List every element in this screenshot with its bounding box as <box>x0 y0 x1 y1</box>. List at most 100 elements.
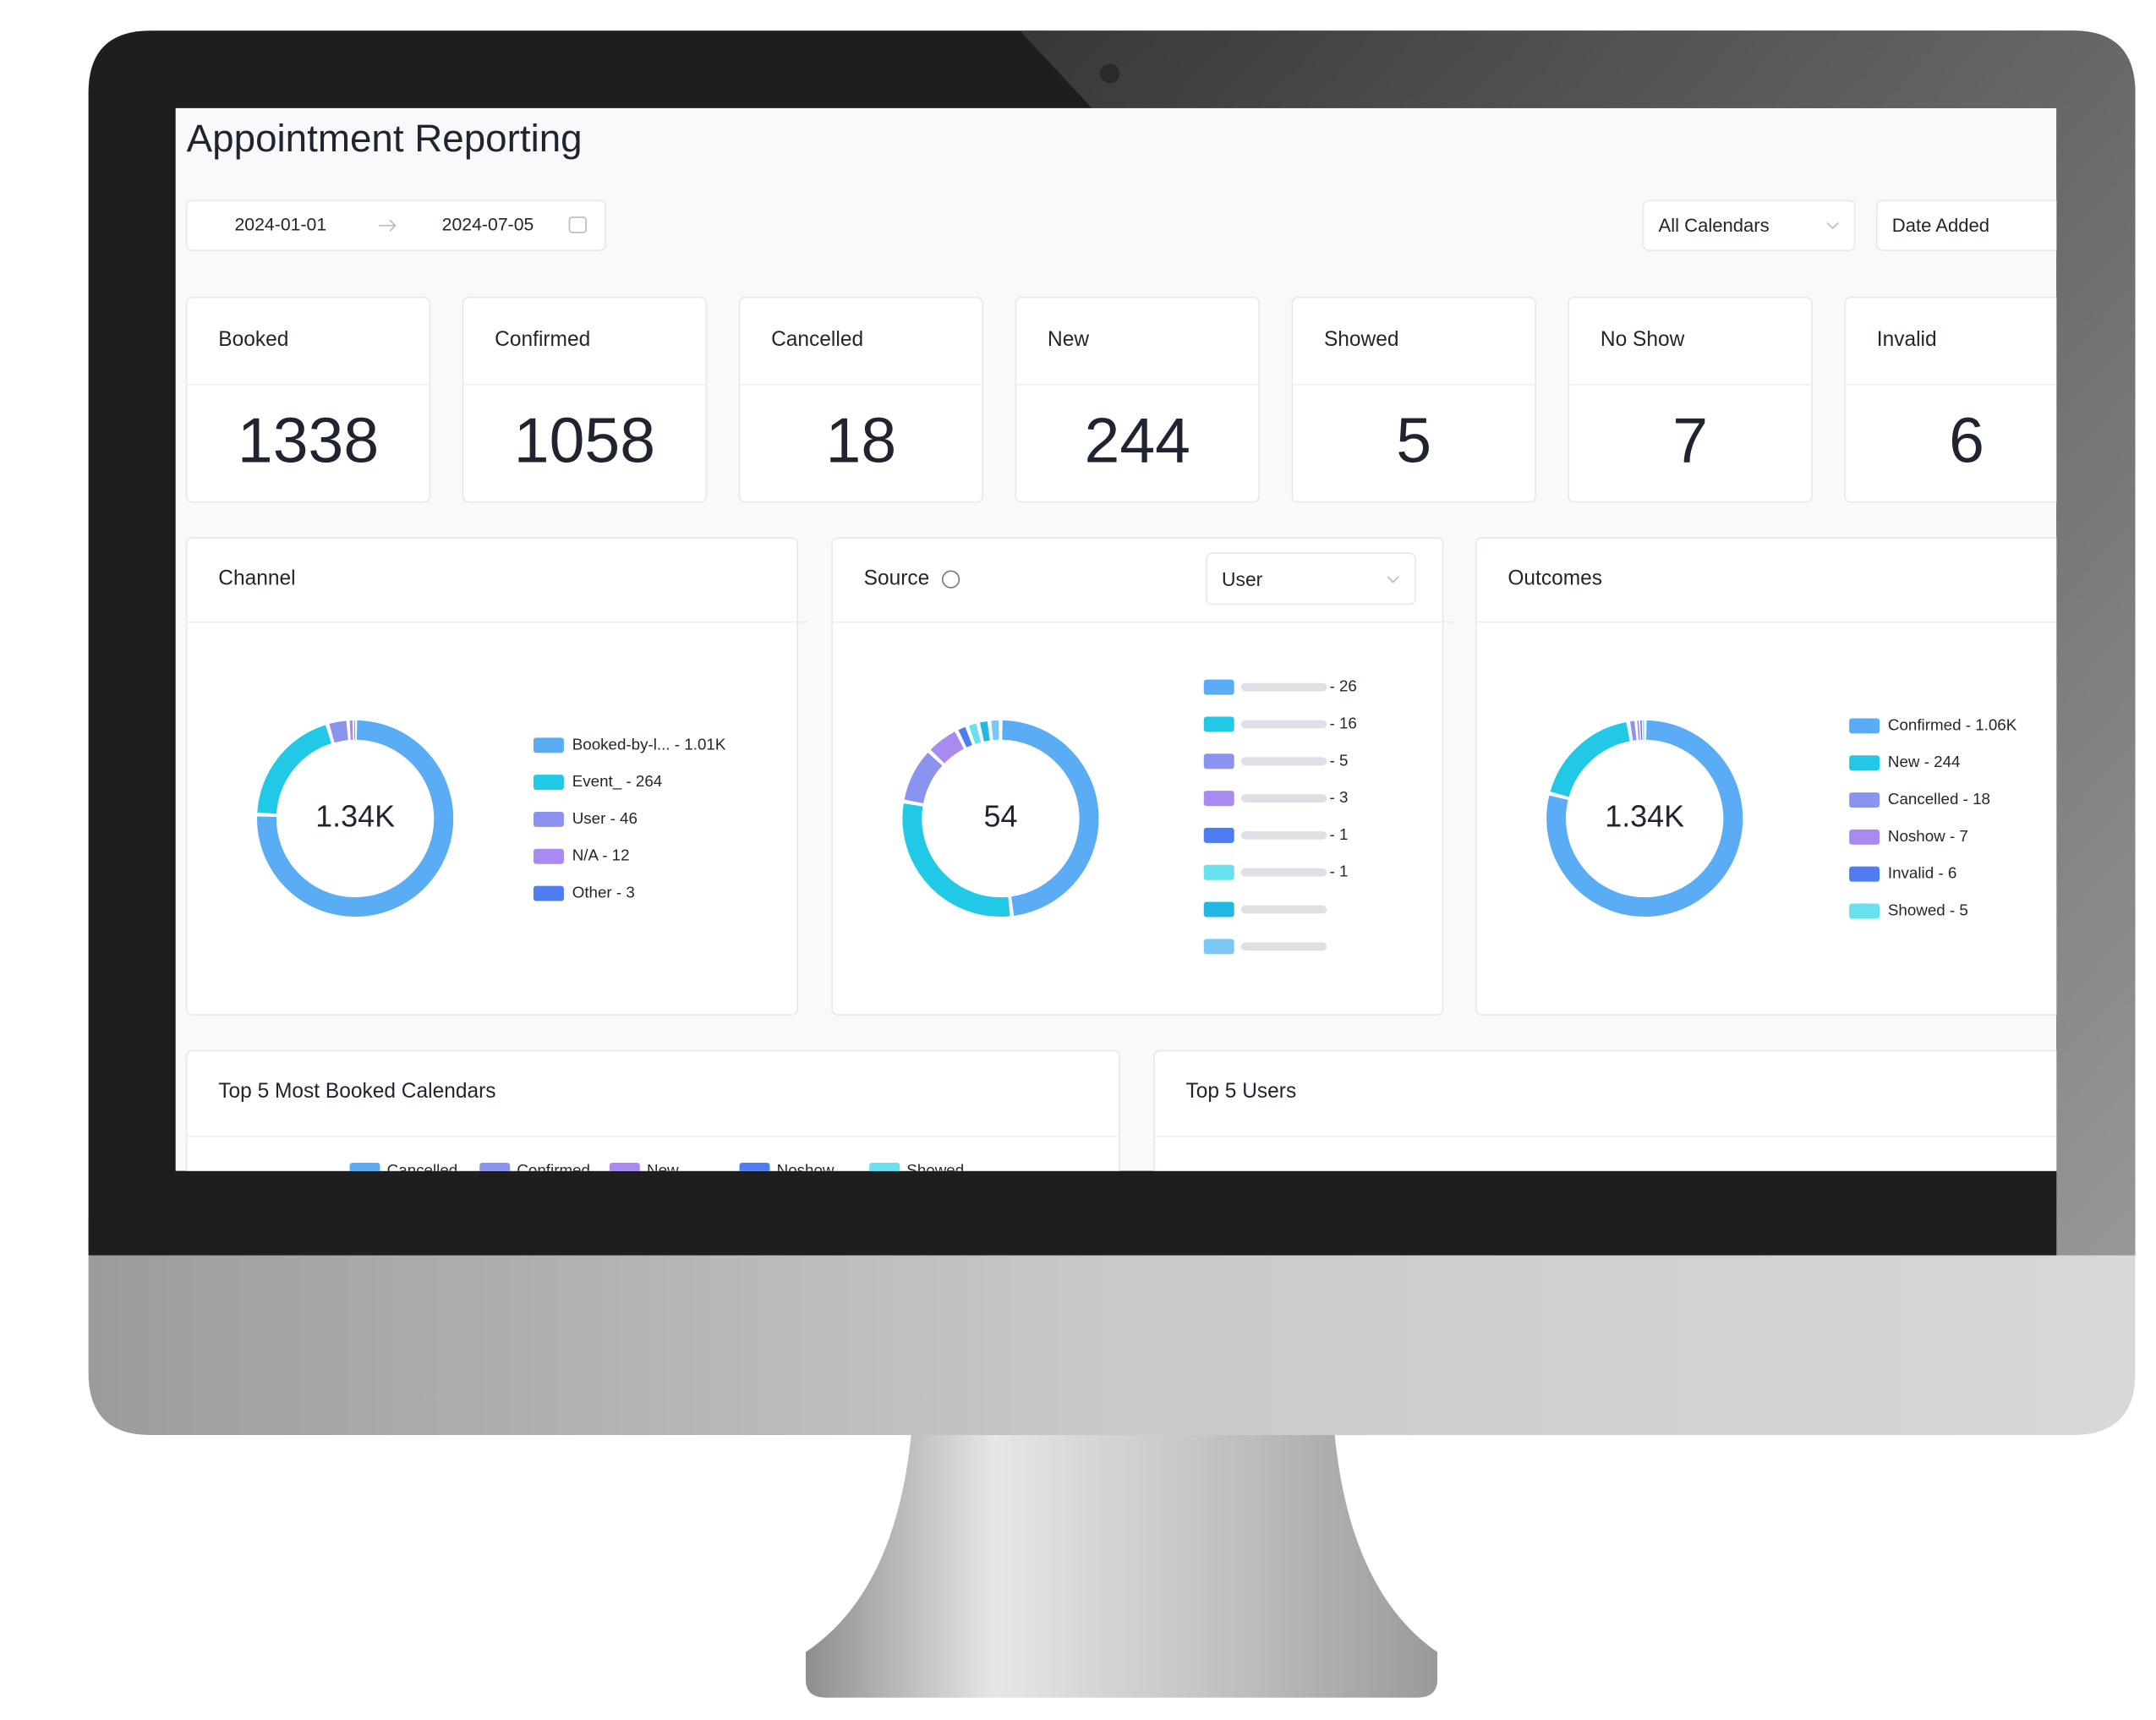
panel <box>1153 1049 2057 1171</box>
legend-label: Cancelled - 18 <box>1888 790 1990 808</box>
camera <box>1100 63 1120 84</box>
legend-swatch <box>533 848 564 864</box>
legend-swatch <box>1203 939 1234 955</box>
redacted-text <box>1240 757 1327 766</box>
donut-segment <box>904 753 943 804</box>
legend-label: Noshow - 7 <box>1888 827 1968 845</box>
screen: Appointment Reporting 2024-01-01 2024-07-0… <box>175 107 2084 1179</box>
stat-label: Invalid <box>1877 328 1937 351</box>
legend-label: Cancelled <box>387 1161 458 1179</box>
stat-label: Showed <box>1324 328 1399 351</box>
stat-value: 18 <box>826 404 897 475</box>
date-start: 2024-01-01 <box>234 214 326 234</box>
stat-card <box>1844 296 2057 503</box>
stat-label: No Show <box>1601 328 1685 351</box>
redacted-text <box>1240 942 1327 951</box>
legend-label: New <box>647 1161 679 1179</box>
donut-segment <box>1002 720 1099 916</box>
donut-segment <box>257 725 332 814</box>
legend-label: Confirmed - 1.06K <box>1888 715 2017 733</box>
legend-label: Showed - 5 <box>1888 901 1968 918</box>
stat-card <box>738 296 984 503</box>
legend-swatch <box>1849 718 1880 734</box>
stat-label: Cancelled <box>771 328 863 351</box>
info-icon <box>941 570 960 589</box>
panel <box>185 537 798 1016</box>
source-dropdown-text: User <box>1222 568 1263 590</box>
legend-label: - 16 <box>1329 714 1356 731</box>
legend-swatch <box>1203 753 1234 770</box>
page-title: Appointment Reporting <box>187 117 583 160</box>
stat-value: 5 <box>1396 404 1431 475</box>
redacted-text <box>1240 831 1327 840</box>
chevron <box>1826 222 1839 230</box>
stat-value: 1058 <box>514 404 655 475</box>
legend-swatch <box>1203 827 1234 843</box>
stat-label: Booked <box>218 328 288 351</box>
stat-card <box>462 296 708 503</box>
legend-label: N/A - 12 <box>572 846 630 864</box>
redacted-text <box>1240 905 1327 914</box>
donut-segment <box>930 731 965 764</box>
legend-swatch <box>1849 903 1880 919</box>
legend-swatch <box>1203 864 1234 880</box>
stat-card <box>185 296 431 503</box>
legend-swatch <box>739 1162 770 1171</box>
legend-swatch <box>1203 791 1234 807</box>
donut-center-label: 1.34K <box>315 798 395 833</box>
redacted-text <box>1240 682 1327 692</box>
stat-value: 244 <box>1085 404 1190 475</box>
calendar-icon <box>568 216 587 233</box>
redacted-text <box>1240 720 1327 729</box>
stat-label: Confirmed <box>495 328 590 351</box>
stand <box>805 1423 1437 1698</box>
stat-value: 6 <box>1949 404 1984 475</box>
redacted-text <box>1240 794 1327 803</box>
donut-segment <box>902 803 1010 918</box>
legend-label: - 1 <box>1329 825 1348 843</box>
date-type-dropdown[interactable] <box>1875 200 2084 251</box>
legend-swatch <box>533 811 564 827</box>
calendar-dropdown-text: All Calendars <box>1659 215 1770 236</box>
legend-label: - 5 <box>1329 751 1348 769</box>
donut-segment <box>968 723 982 744</box>
legend-label: Showed <box>906 1161 964 1179</box>
legend-swatch <box>869 1162 900 1171</box>
stat-label: New <box>1048 328 1089 351</box>
legend-swatch <box>533 885 564 901</box>
legend-label: Booked-by-l... - 1.01K <box>572 735 726 753</box>
legend-swatch <box>533 737 564 753</box>
donut-segment <box>329 720 348 743</box>
stat-value: 7 <box>1672 404 1708 475</box>
date-type-text: Date Added <box>1892 215 1989 236</box>
donut-segment <box>1550 721 1631 797</box>
panel-title: Source <box>864 567 930 590</box>
date-end: 2024-07-05 <box>442 214 534 234</box>
panel <box>831 537 1444 1016</box>
legend-label: - 1 <box>1329 863 1348 880</box>
legend-swatch <box>1849 866 1880 882</box>
legend-label: Invalid - 6 <box>1888 864 1956 882</box>
legend-swatch <box>609 1162 640 1171</box>
legend-label: Noshow <box>777 1161 834 1179</box>
source-dropdown[interactable] <box>1206 552 1416 605</box>
arrow-icon <box>378 219 397 232</box>
legend-label: - 26 <box>1329 677 1356 695</box>
panel-title: Top 5 Users <box>1185 1080 1296 1103</box>
legend-swatch <box>1849 829 1880 845</box>
legend-swatch <box>1849 792 1880 808</box>
legend-label: Event_ - 264 <box>572 772 663 791</box>
stat-card <box>1015 296 1260 503</box>
legend-swatch <box>349 1162 380 1171</box>
legend-swatch <box>1203 679 1234 695</box>
stat-card <box>1568 296 1813 503</box>
stat-card <box>1291 296 1536 503</box>
legend-swatch <box>1203 901 1234 918</box>
calendar-dropdown[interactable] <box>1642 200 1856 251</box>
legend-label: - 3 <box>1329 788 1348 806</box>
legend-label: User - 46 <box>572 809 637 827</box>
panel-title: Top 5 Most Booked Calendars <box>218 1080 495 1103</box>
donut-segment <box>257 720 454 917</box>
